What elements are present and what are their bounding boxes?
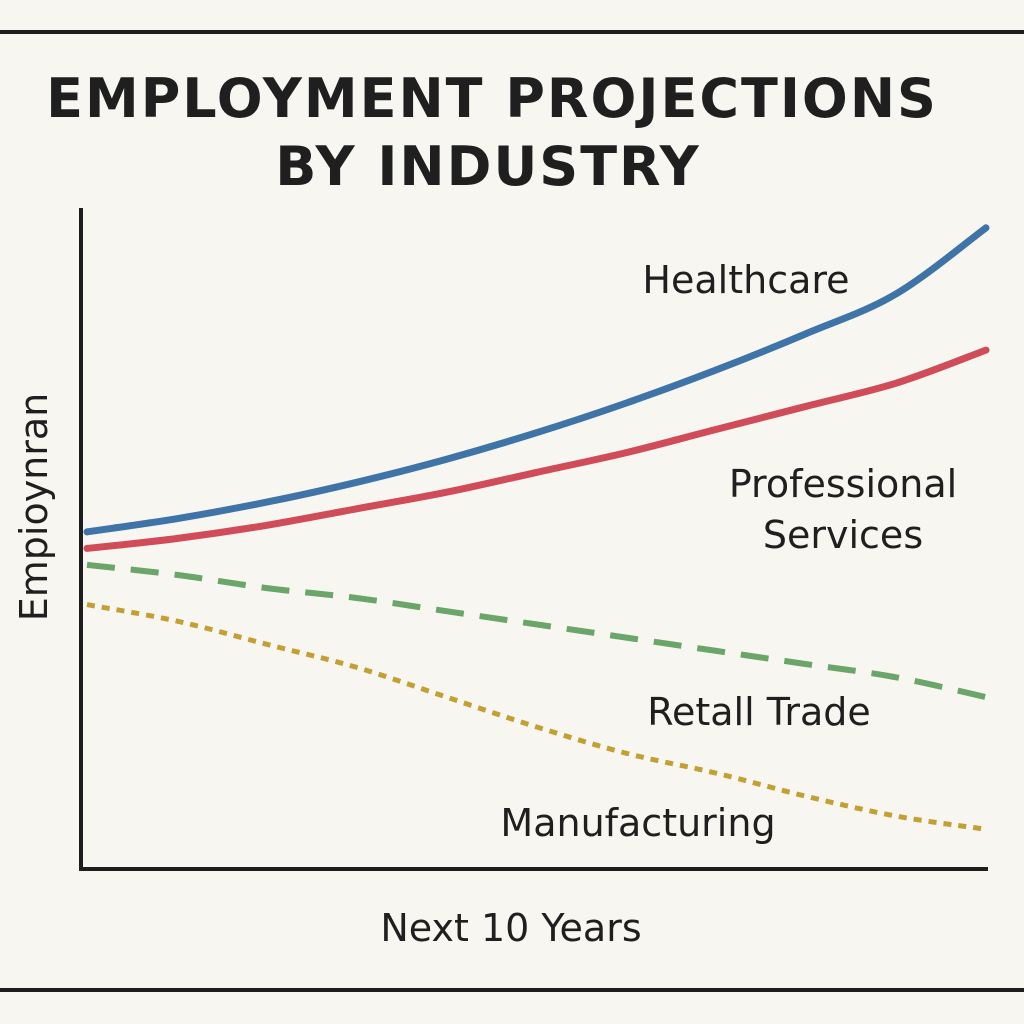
y-axis-label: Empioynran xyxy=(12,393,56,622)
series-label-professional-services-line-2: Services xyxy=(763,513,923,557)
x-axis-label: Next 10 Years xyxy=(380,906,641,950)
series-layer xyxy=(83,224,990,832)
chart-title-line-1: EMPLOYMENT PROJECTIONS xyxy=(46,67,938,130)
series-line-manufacturing xyxy=(86,602,987,832)
series-line-professional-services xyxy=(83,346,990,552)
series-line-healthcare xyxy=(83,224,990,536)
series-line-retall-trade xyxy=(86,561,987,701)
chart-title-line-2: BY INDUSTRY xyxy=(275,135,701,198)
series-label-retall-trade: Retall Trade xyxy=(647,690,871,734)
series-label-layer: Healthcare Professional Services Retall Tra… xyxy=(500,258,957,845)
top-rule xyxy=(0,30,1024,34)
bottom-rule xyxy=(0,988,1024,992)
series-label-manufacturing: Manufacturing xyxy=(500,801,775,845)
series-label-professional-services-line-1: Professional xyxy=(729,462,957,506)
series-label-healthcare: Healthcare xyxy=(642,258,849,302)
